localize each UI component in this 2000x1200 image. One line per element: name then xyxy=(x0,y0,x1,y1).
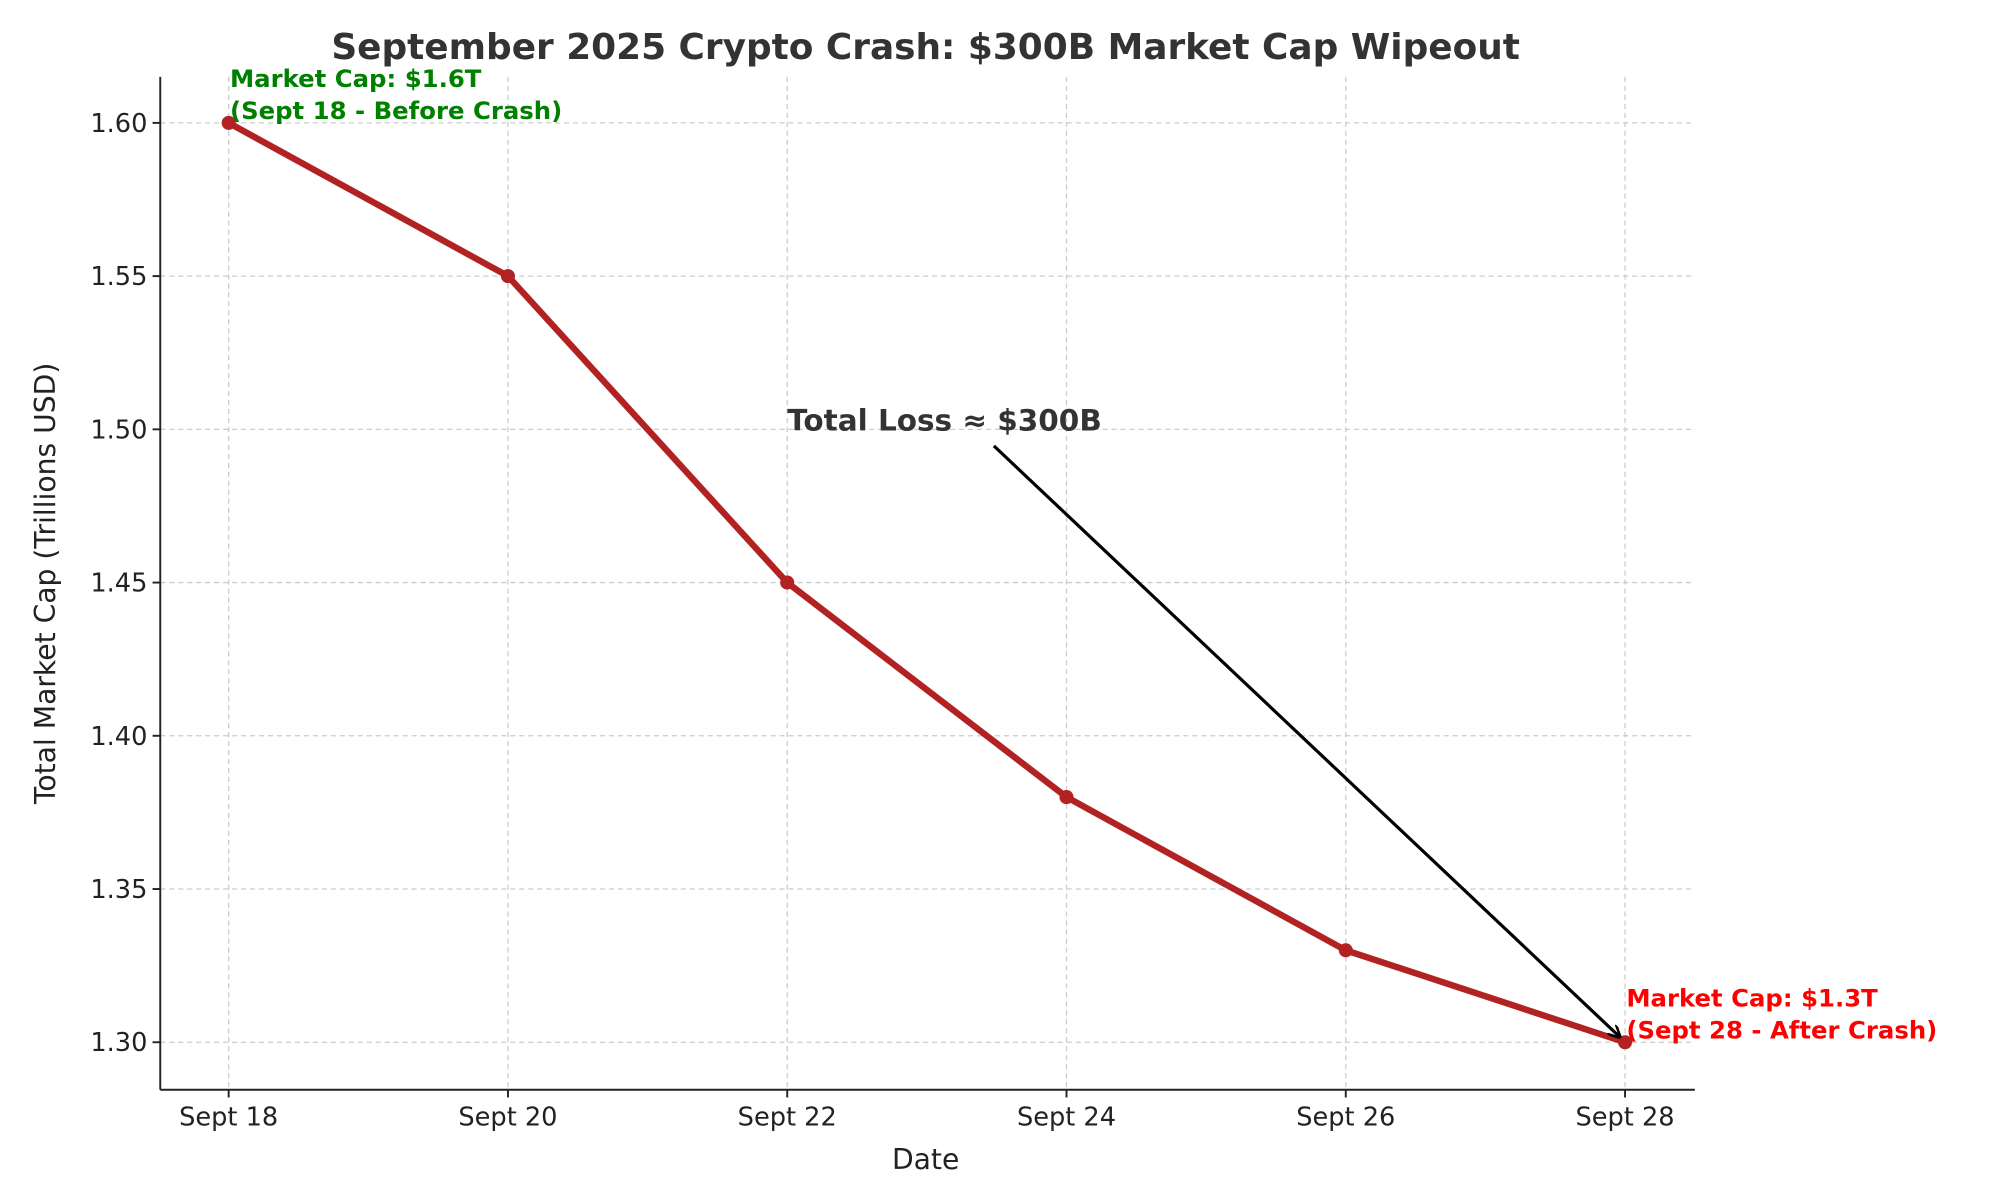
axes xyxy=(152,76,1695,1098)
y-tick-label: 1.40 xyxy=(90,722,147,752)
annotations: Market Cap: $1.6T (Sept 18 - Before Crash… xyxy=(230,64,1937,1044)
annotation-label: (Sept 28 - After Crash) xyxy=(1626,1015,1937,1044)
data-point xyxy=(1338,943,1353,958)
y-tick-label: 1.50 xyxy=(90,415,147,445)
y-tick-label: 1.45 xyxy=(90,569,147,599)
data-point xyxy=(1059,790,1074,805)
total-loss-annotation: Total Loss ≈ $300B xyxy=(787,403,1102,437)
y-tick-label: 1.60 xyxy=(90,109,147,139)
data-point xyxy=(780,575,795,590)
y-tick-label: 1.30 xyxy=(90,1028,147,1058)
x-tick-label: Sept 18 xyxy=(179,1103,278,1133)
x-axis-label: Date xyxy=(892,1143,959,1176)
annotation-arrow xyxy=(992,444,1620,1037)
annotation-label: Market Cap: $1.6T xyxy=(230,64,482,93)
tick-labels: Sept 18 Sept 20 Sept 22 Sept 24 Sept 26 Sept … xyxy=(90,109,1674,1133)
x-tick-label: Sept 20 xyxy=(458,1103,557,1133)
y-tick-label: 1.55 xyxy=(90,262,147,292)
series-market-cap xyxy=(221,115,1633,1050)
x-tick-label: Sept 24 xyxy=(1017,1103,1116,1133)
annotation-label: Market Cap: $1.3T xyxy=(1626,983,1878,1012)
x-tick-label: Sept 22 xyxy=(738,1103,837,1133)
grid-lines xyxy=(160,76,1695,1090)
chart-title: September 2025 Crypto Crash: $300B Marke… xyxy=(331,27,1520,68)
data-point xyxy=(500,269,516,284)
y-tick-label: 1.35 xyxy=(90,875,147,905)
y-axis-label: Total Market Cap (Trillions USD) xyxy=(29,363,62,805)
annotation-label: (Sept 18 - Before Crash) xyxy=(230,96,562,125)
x-tick-label: Sept 28 xyxy=(1575,1103,1674,1133)
data-point xyxy=(221,115,236,130)
series-line xyxy=(227,120,1627,1046)
x-tick-label: Sept 26 xyxy=(1296,1103,1395,1133)
